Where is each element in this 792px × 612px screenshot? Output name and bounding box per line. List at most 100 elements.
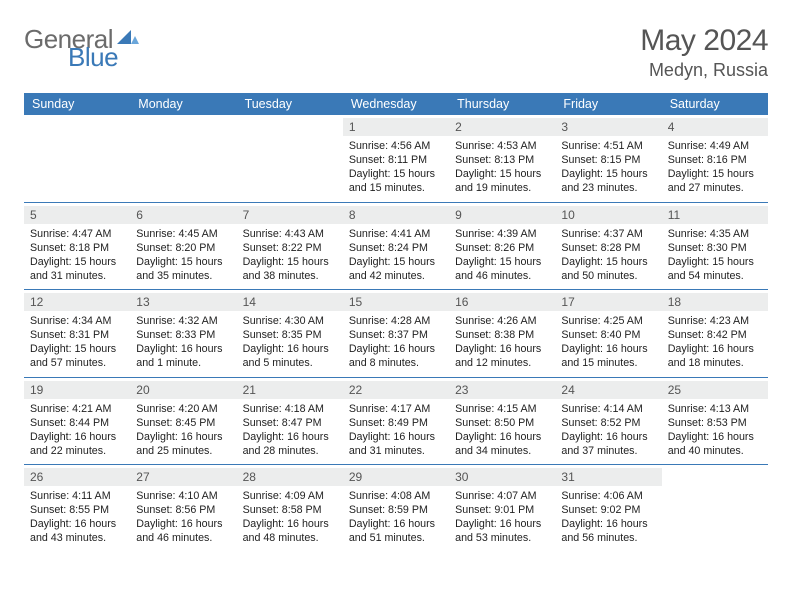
day-details: Sunrise: 4:51 AMSunset: 8:15 PMDaylight:… [561,139,655,196]
day-details: Sunrise: 4:25 AMSunset: 8:40 PMDaylight:… [561,314,655,371]
day-details: Sunrise: 4:49 AMSunset: 8:16 PMDaylight:… [668,139,762,196]
sunset-line: Sunset: 9:02 PM [561,503,655,517]
day-details: Sunrise: 4:30 AMSunset: 8:35 PMDaylight:… [243,314,337,371]
day-number: 25 [662,381,768,399]
sunrise-line: Sunrise: 4:15 AM [455,402,549,416]
daylight-line: Daylight: 15 hours and 57 minutes. [30,342,124,370]
day-number: 5 [24,206,130,224]
day-details: Sunrise: 4:41 AMSunset: 8:24 PMDaylight:… [349,227,443,284]
day-number: 12 [24,293,130,311]
day-number: 15 [343,293,449,311]
sunset-line: Sunset: 8:38 PM [455,328,549,342]
sunset-line: Sunset: 8:49 PM [349,416,443,430]
sunset-line: Sunset: 8:40 PM [561,328,655,342]
daylight-line: Daylight: 16 hours and 48 minutes. [243,517,337,545]
daylight-line: Daylight: 15 hours and 15 minutes. [349,167,443,195]
calendar-cell: 18Sunrise: 4:23 AMSunset: 8:42 PMDayligh… [662,289,768,377]
day-details: Sunrise: 4:21 AMSunset: 8:44 PMDaylight:… [30,402,124,459]
daylight-line: Daylight: 15 hours and 42 minutes. [349,255,443,283]
day-details: Sunrise: 4:08 AMSunset: 8:59 PMDaylight:… [349,489,443,546]
daylight-line: Daylight: 16 hours and 51 minutes. [349,517,443,545]
calendar-cell: 2Sunrise: 4:53 AMSunset: 8:13 PMDaylight… [449,115,555,202]
sunset-line: Sunset: 8:26 PM [455,241,549,255]
daylight-line: Daylight: 16 hours and 37 minutes. [561,430,655,458]
day-details: Sunrise: 4:39 AMSunset: 8:26 PMDaylight:… [455,227,549,284]
calendar-cell: 4Sunrise: 4:49 AMSunset: 8:16 PMDaylight… [662,115,768,202]
day-details: Sunrise: 4:09 AMSunset: 8:58 PMDaylight:… [243,489,337,546]
calendar-table: SundayMondayTuesdayWednesdayThursdayFrid… [24,93,768,552]
sunrise-line: Sunrise: 4:49 AM [668,139,762,153]
day-number: 10 [555,206,661,224]
calendar-body: 1Sunrise: 4:56 AMSunset: 8:11 PMDaylight… [24,115,768,552]
day-number: 28 [237,468,343,486]
calendar-cell: 25 Sunrise: 4:13 AMSunset: 8:53 PMDayligh… [662,377,768,465]
sunrise-line: Sunrise: 4:21 AM [30,402,124,416]
sunrise-line: Sunrise: 4:39 AM [455,227,549,241]
calendar-cell [237,115,343,202]
calendar-cell: 5 Sunrise: 4:47 AMSunset: 8:18 PMDaylight… [24,202,130,290]
calendar-cell: 7Sunrise: 4:43 AMSunset: 8:22 PMDaylight… [237,202,343,290]
daylight-line: Daylight: 16 hours and 22 minutes. [30,430,124,458]
sunrise-line: Sunrise: 4:30 AM [243,314,337,328]
calendar-cell: 28 Sunrise: 4:09 AMSunset: 8:58 PMDayligh… [237,464,343,552]
day-number: 26 [24,468,130,486]
day-details: Sunrise: 4:13 AMSunset: 8:53 PMDaylight:… [668,402,762,459]
day-number: 27 [130,468,236,486]
day-details: Sunrise: 4:07 AMSunset: 9:01 PMDaylight:… [455,489,549,546]
daylight-line: Daylight: 16 hours and 28 minutes. [243,430,337,458]
calendar-cell: 20Sunrise: 4:20 AMSunset: 8:45 PMDayligh… [130,377,236,465]
sunset-line: Sunset: 8:31 PM [30,328,124,342]
sunrise-line: Sunrise: 4:26 AM [455,314,549,328]
sunset-line: Sunset: 8:22 PM [243,241,337,255]
day-details: Sunrise: 4:37 AMSunset: 8:28 PMDaylight:… [561,227,655,284]
sunrise-line: Sunrise: 4:25 AM [561,314,655,328]
sunset-line: Sunset: 8:13 PM [455,153,549,167]
day-number: 13 [130,293,236,311]
sunrise-line: Sunrise: 4:17 AM [349,402,443,416]
sunrise-line: Sunrise: 4:20 AM [136,402,230,416]
empty-day [136,118,230,136]
day-details: Sunrise: 4:56 AMSunset: 8:11 PMDaylight:… [349,139,443,196]
calendar-cell: 24Sunrise: 4:14 AMSunset: 8:52 PMDayligh… [555,377,661,465]
day-number: 23 [449,381,555,399]
daylight-line: Daylight: 16 hours and 12 minutes. [455,342,549,370]
day-number: 29 [343,468,449,486]
day-number: 7 [237,206,343,224]
day-number: 2 [449,118,555,136]
calendar-week: 1Sunrise: 4:56 AMSunset: 8:11 PMDaylight… [24,115,768,202]
calendar-cell: 21Sunrise: 4:18 AMSunset: 8:47 PMDayligh… [237,377,343,465]
calendar-cell [24,115,130,202]
daylight-line: Daylight: 16 hours and 1 minute. [136,342,230,370]
day-number: 21 [237,381,343,399]
daylight-line: Daylight: 15 hours and 23 minutes. [561,167,655,195]
logo-text-b: Blue [68,42,118,72]
sunrise-line: Sunrise: 4:56 AM [349,139,443,153]
sunrise-line: Sunrise: 4:08 AM [349,489,443,503]
sunrise-line: Sunrise: 4:11 AM [30,489,124,503]
sunset-line: Sunset: 8:15 PM [561,153,655,167]
sunset-line: Sunset: 8:11 PM [349,153,443,167]
daylight-line: Daylight: 15 hours and 50 minutes. [561,255,655,283]
calendar-cell: 1Sunrise: 4:56 AMSunset: 8:11 PMDaylight… [343,115,449,202]
calendar-cell: 13 Sunrise: 4:32 AMSunset: 8:33 PMDayligh… [130,289,236,377]
daylight-line: Daylight: 15 hours and 27 minutes. [668,167,762,195]
sunrise-line: Sunrise: 4:32 AM [136,314,230,328]
calendar-cell [662,464,768,552]
day-number: 17 [555,293,661,311]
sunset-line: Sunset: 8:53 PM [668,416,762,430]
daylight-line: Daylight: 16 hours and 15 minutes. [561,342,655,370]
sunset-line: Sunset: 8:18 PM [30,241,124,255]
calendar-cell: 9 Sunrise: 4:39 AMSunset: 8:26 PMDaylight… [449,202,555,290]
day-number: 11 [662,206,768,224]
calendar-cell: 16Sunrise: 4:26 AMSunset: 8:38 PMDayligh… [449,289,555,377]
daylight-line: Daylight: 16 hours and 40 minutes. [668,430,762,458]
day-number: 9 [449,206,555,224]
day-details: Sunrise: 4:17 AMSunset: 8:49 PMDaylight:… [349,402,443,459]
sunrise-line: Sunrise: 4:35 AM [668,227,762,241]
sunset-line: Sunset: 8:33 PM [136,328,230,342]
daylight-line: Daylight: 16 hours and 56 minutes. [561,517,655,545]
calendar-cell: 26Sunrise: 4:11 AMSunset: 8:55 PMDayligh… [24,464,130,552]
day-details: Sunrise: 4:47 AMSunset: 8:18 PMDaylight:… [30,227,124,284]
empty-day [668,468,762,486]
daylight-line: Daylight: 15 hours and 38 minutes. [243,255,337,283]
